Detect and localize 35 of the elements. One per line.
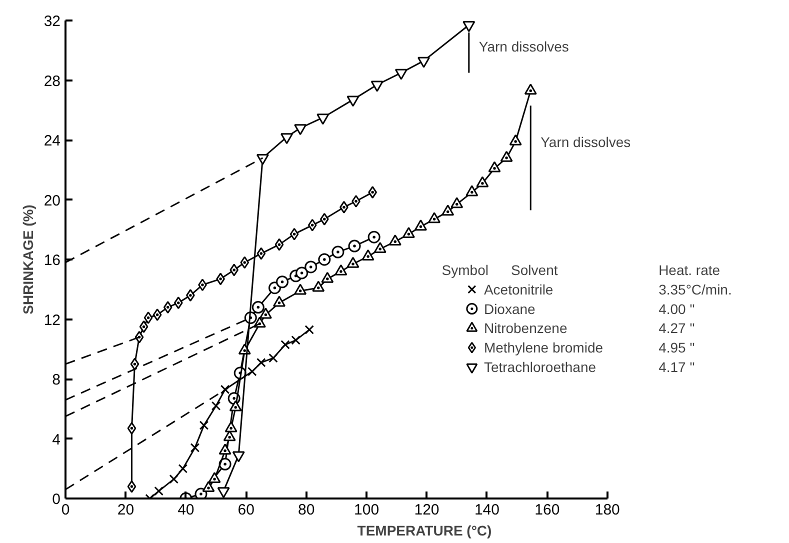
x-tick-label: 180	[594, 502, 620, 518]
x-tick-label: 140	[474, 502, 500, 518]
annotation: Yarn dissolves	[540, 134, 631, 150]
y-tick-label: 28	[44, 72, 61, 90]
y-tick-label: 0	[52, 491, 60, 508]
y-tick-label: 20	[44, 192, 61, 210]
text: 4.00 "	[658, 300, 695, 317]
legend-label: Acetonitrile	[484, 281, 554, 298]
y-tick-label: 24	[44, 132, 61, 150]
x-tick-label: 80	[298, 502, 315, 518]
legend-label: Tetrachloroethane	[484, 359, 596, 376]
legend-label: Methylene bromide	[484, 340, 604, 356]
y-tick-label: 16	[44, 252, 61, 269]
annotation: Yarn dissolves	[478, 38, 569, 55]
x-tick-label: 120	[414, 502, 440, 518]
x-axis-title: TEMPERATURE (°C)	[357, 522, 492, 538]
x-tick-label: 20	[117, 502, 134, 518]
x-tick-label: 160	[534, 502, 560, 518]
y-tick-label: 8	[52, 372, 60, 388]
y-tick-label: 4	[52, 431, 60, 448]
legend-label: Nitrobenzene	[484, 320, 568, 336]
y-tick-label: 12	[44, 312, 61, 329]
x-tick-label: 60	[238, 502, 254, 518]
x-tick-label: 40	[178, 502, 194, 518]
text: 4.27 "	[658, 320, 695, 336]
legend-label: Dioxane	[484, 300, 536, 317]
text: Heat. rate	[658, 262, 720, 278]
text: 3.35°C/min.	[658, 281, 732, 298]
y-tick-label: 32	[44, 13, 61, 30]
x-tick-label: 100	[354, 502, 380, 518]
text: 4.95 "	[658, 340, 695, 356]
annotation: Solvent	[511, 262, 558, 278]
y-axis-title: SHRINKAGE (%)	[20, 204, 36, 314]
annotation: Symbol	[442, 262, 488, 278]
text: 4.17 "	[658, 359, 695, 376]
